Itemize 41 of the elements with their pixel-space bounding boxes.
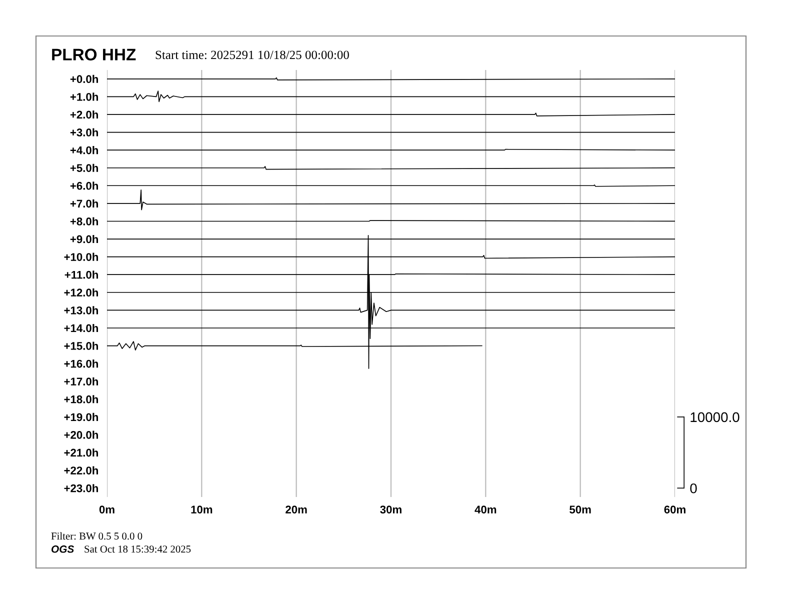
y2-tick-label: 0	[690, 483, 697, 494]
chart-subtitle: Start time: 2025291 10/18/25 00:00:00	[156, 50, 349, 60]
y-tick-label: +20.0h	[64, 430, 98, 439]
y-tick-label: +10.0h	[64, 252, 98, 261]
x-tick-label: 0m	[99, 506, 114, 514]
y-tick-label: +23.0h	[64, 484, 98, 492]
y-tick-label: +1.0h	[70, 92, 98, 101]
y-tick-label: +9.0h	[70, 234, 98, 244]
y-tick-label: +5.0h	[70, 164, 98, 172]
y-tick-label: +19.0h	[64, 412, 98, 422]
x-tick-label: 20m	[286, 506, 307, 514]
y-tick-label: +11.0h	[64, 270, 98, 279]
y-tick-label: +2.0h	[70, 110, 98, 119]
y-tick-label: +8.0h	[70, 217, 98, 226]
line-series	[107, 235, 675, 369]
line-series	[107, 189, 675, 210]
y-tick-label: +21.0h	[64, 448, 98, 457]
y-tick-label: +15.0h	[64, 342, 98, 350]
x-tick-label: 50m	[570, 506, 591, 514]
text: Sat Oct 18 15:39:42 2025	[84, 546, 191, 553]
y-tick-label: +18.0h	[64, 395, 98, 404]
y-tick-label: +3.0h	[70, 128, 98, 136]
text: Filter: BW 0.5 5 0.0 0	[51, 532, 142, 540]
line-series	[107, 90, 675, 102]
y-tick-label: +12.0h	[64, 288, 98, 297]
x-tick-label: 10m	[191, 506, 212, 514]
y-tick-label: +0.0h	[70, 74, 98, 84]
y-tick-label: +7.0h	[70, 199, 98, 208]
x-tick-label: 40m	[474, 506, 496, 514]
y-tick-label: +16.0h	[64, 360, 98, 368]
text: OGS	[52, 545, 74, 553]
y-tick-label: +4.0h	[70, 146, 98, 154]
chart-title: PLRO HHZ	[52, 48, 136, 60]
y-tick-label: +17.0h	[64, 377, 98, 386]
y-tick-label: +13.0h	[64, 306, 98, 314]
y2-tick-label: 10000.0	[690, 412, 740, 422]
y-tick-label: +14.0h	[64, 324, 98, 332]
x-tick-label: 60m	[664, 506, 686, 514]
y-tick-label: +6.0h	[70, 182, 98, 190]
x-tick-label: 30m	[380, 506, 402, 514]
y-tick-label: +22.0h	[64, 466, 98, 474]
